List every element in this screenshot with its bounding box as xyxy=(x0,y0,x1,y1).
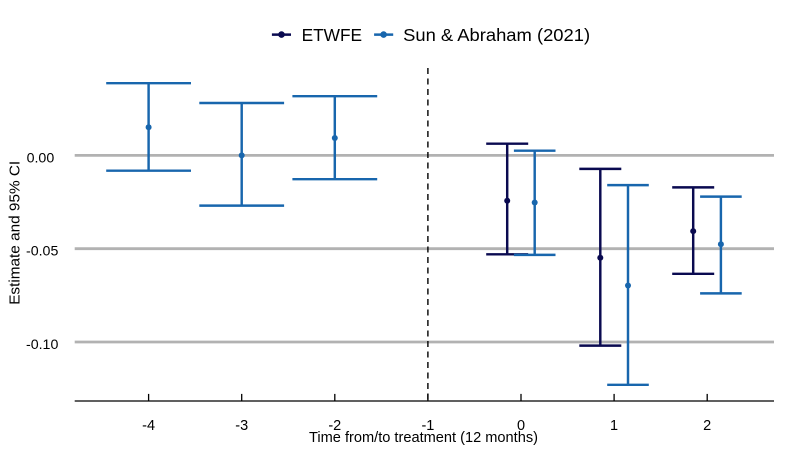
svg-text:ETWFE: ETWFE xyxy=(302,25,363,45)
svg-text:0.00: 0.00 xyxy=(27,150,55,166)
svg-text:0: 0 xyxy=(517,418,525,434)
svg-text:-0.05: -0.05 xyxy=(26,244,58,260)
svg-text:-0.10: -0.10 xyxy=(26,337,58,353)
svg-text:-4: -4 xyxy=(142,418,155,434)
svg-text:Time from/to treatment (12 mon: Time from/to treatment (12 months) xyxy=(309,430,538,446)
svg-text:2: 2 xyxy=(703,418,711,434)
svg-text:1: 1 xyxy=(610,418,618,434)
svg-text:Estimate and 95% CI: Estimate and 95% CI xyxy=(8,161,24,305)
svg-text:-2: -2 xyxy=(328,418,341,434)
svg-text:-3: -3 xyxy=(235,418,248,434)
svg-text:-1: -1 xyxy=(421,418,434,434)
svg-text:Sun & Abraham (2021): Sun & Abraham (2021) xyxy=(403,25,590,45)
